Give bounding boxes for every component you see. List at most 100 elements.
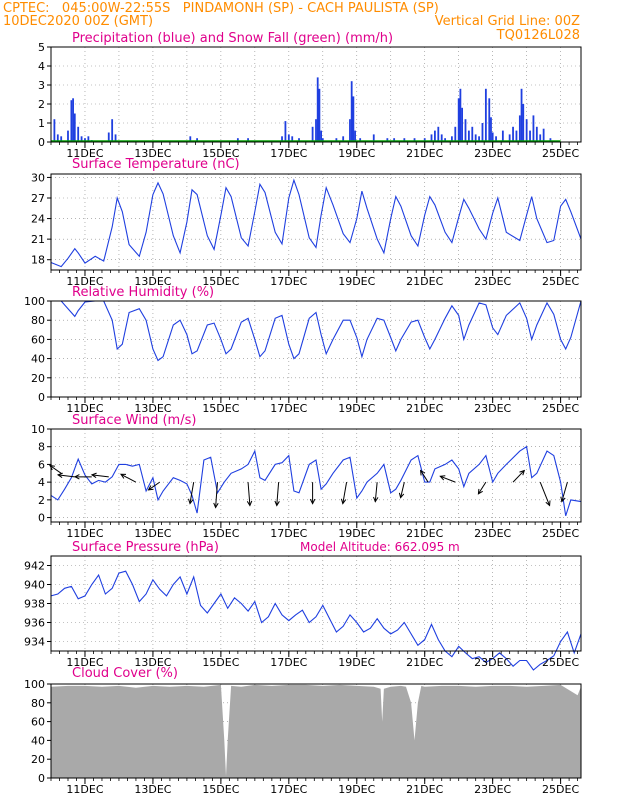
precip-bar [508, 134, 511, 142]
x-tick-label: 25DEC [542, 275, 579, 288]
y-tick-label: 0 [38, 391, 45, 404]
precip-bar [478, 136, 480, 142]
x-tick-label: 15DEC [202, 527, 239, 540]
y-tick-label: 60 [31, 716, 45, 729]
precip-bar [189, 136, 192, 142]
precip-bar [437, 126, 440, 142]
x-tick-label: 19DEC [338, 402, 375, 415]
wind-arrowhead [420, 469, 426, 476]
precip-bar [349, 119, 351, 142]
panel-frame [50, 428, 582, 523]
x-tick-label: 21DEC [406, 783, 443, 796]
x-tick-label: 13DEC [134, 402, 171, 415]
y-tick-label: 3 [38, 79, 45, 92]
y-tick-label: 4 [38, 60, 45, 73]
precip-bar [467, 130, 470, 142]
y-tick-label: 100 [24, 678, 45, 691]
y-tick-label: 20 [31, 753, 45, 766]
header-model-id: TQ0126L028 [496, 28, 580, 43]
precip-bar [114, 134, 117, 142]
precip-bar [459, 88, 462, 142]
precip-bar [318, 88, 321, 142]
wind-arrowhead [246, 500, 253, 507]
panel-title: Surface Wind (m/s) [72, 413, 196, 428]
x-tick-label: 19DEC [338, 783, 375, 796]
wind-vector [247, 482, 251, 506]
panel-frame [50, 173, 582, 271]
y-tick-label: 60 [31, 333, 45, 346]
precip-bar [535, 126, 538, 142]
wind-arrowhead [188, 498, 194, 505]
precip-bar [481, 123, 484, 142]
wind-vector [440, 475, 456, 483]
precip-bar [434, 130, 436, 142]
wind-arrowhead [56, 472, 63, 479]
y-tick-label: 80 [31, 697, 45, 710]
x-tick-label: 25DEC [542, 402, 579, 415]
series-line [50, 570, 582, 671]
x-tick-label: 19DEC [338, 527, 375, 540]
y-tick-label: 0 [38, 772, 45, 785]
panel-1: 0 1 2 3 4 5 11DEC 13DEC 15DEC 17DEC 19DEC 21DEC 23DE… [38, 31, 582, 160]
precip-bar [350, 81, 353, 142]
wind-vector [400, 482, 405, 498]
cloud-area [51, 684, 581, 778]
precip-bar [450, 136, 453, 142]
wind-vector [215, 482, 218, 508]
precip-bar [84, 138, 86, 142]
wind-vector [420, 470, 429, 483]
panel-title: Surface Temperature (nC) [72, 157, 240, 172]
y-tick-label: 5 [38, 41, 45, 54]
precip-bar [491, 132, 494, 142]
precip-bar [372, 134, 375, 142]
precip-bar [298, 138, 300, 142]
x-tick-label: 11DEC [66, 783, 103, 796]
precip-bar [464, 119, 467, 142]
header-grid-note: Vertical Grid Line: 00Z [435, 14, 580, 29]
precip-bar [87, 136, 90, 142]
panel-title: Relative Humidity (%) [72, 285, 214, 300]
precip-bar [67, 130, 69, 142]
wind-arrowhead [373, 496, 379, 503]
precip-bar [484, 88, 487, 142]
x-tick-label: 25DEC [542, 147, 579, 160]
model-altitude-label: Model Altitude: 662.095 m [300, 540, 460, 554]
precip-bar [457, 98, 460, 142]
precip-bar [413, 138, 416, 142]
header-location: CPTEC: 045:00W-22:55S PINDAMONH (SP) - C… [3, 1, 439, 16]
precip-bar [393, 138, 396, 142]
precip-bar [352, 96, 355, 142]
precip-bar [72, 98, 74, 142]
precip-bar [490, 117, 492, 142]
x-tick-label: 23DEC [474, 783, 511, 796]
precip-bar [474, 134, 477, 142]
wind-vector [148, 481, 161, 491]
precip-bar [444, 138, 447, 142]
x-tick-label: 23DEC [474, 656, 511, 669]
precip-bar [495, 136, 497, 142]
precip-bar [423, 138, 426, 142]
x-tick-label: 17DEC [270, 783, 307, 796]
header-date: 10DEC2020 00Z (GMT) [3, 14, 153, 29]
y-tick-label: 940 [24, 579, 45, 592]
x-tick-label: 13DEC [134, 275, 171, 288]
wind-vector [342, 482, 348, 504]
wind-vector [276, 482, 280, 506]
wind-arrowhead [147, 485, 154, 491]
series-line [50, 178, 582, 268]
panel-frame [50, 46, 582, 143]
precip-bar [321, 138, 324, 142]
precip-bar [316, 77, 319, 142]
x-tick-label: 17DEC [270, 527, 307, 540]
y-tick-label: 934 [24, 636, 45, 649]
precip-bar [454, 126, 457, 142]
y-tick-label: 4 [38, 476, 45, 489]
panel-6: 0 20 40 60 80 100 11DEC 13DEC 15DEC 17DEC 19DEC 21D… [24, 666, 582, 796]
precip-bar [542, 128, 545, 142]
precip-bar [320, 130, 322, 142]
precip-bar [359, 138, 362, 142]
wind-arrowhead [519, 469, 526, 476]
precip-bar [284, 121, 287, 142]
precip-bar [518, 115, 521, 142]
x-tick-label: 17DEC [270, 402, 307, 415]
